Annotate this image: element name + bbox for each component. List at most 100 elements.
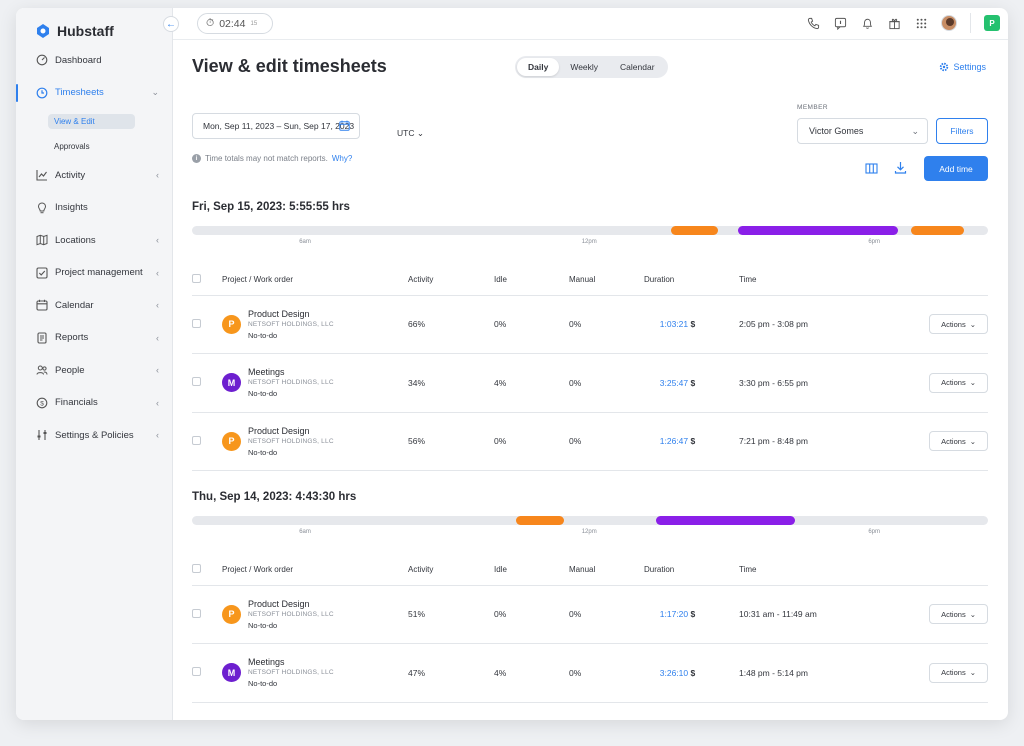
project-name[interactable]: Meetings (248, 657, 285, 668)
column-header-duration[interactable]: Duration (644, 555, 739, 586)
brand-logo[interactable]: Hubstaff (35, 16, 114, 46)
chat-icon[interactable] (833, 16, 847, 30)
actions-label: Actions (941, 436, 966, 446)
dashboard-icon (36, 54, 48, 66)
filters-button[interactable]: Filters (936, 118, 988, 144)
organization-badge[interactable]: P (984, 15, 1000, 31)
column-header-manual[interactable]: Manual (569, 555, 644, 586)
add-time-button[interactable]: Add time (924, 156, 988, 181)
table-row[interactable]: P Product Design NETSOFT HOLDINGS, LLC N… (192, 295, 988, 354)
sidebar-item-project-management[interactable]: Project management ‹ (16, 257, 173, 290)
table-row[interactable]: M Meetings NETSOFT HOLDINGS, LLC No-to-d… (192, 643, 988, 703)
sidebar-item-dashboard[interactable]: Dashboard (16, 44, 173, 77)
table-row[interactable]: P Product Design NETSOFT HOLDINGS, LLC N… (192, 412, 988, 471)
timeline-segment[interactable] (671, 226, 719, 235)
column-header-duration[interactable]: Duration (644, 265, 739, 296)
timer-seconds: 15 (250, 20, 258, 27)
column-header-project[interactable]: Project / Work order (222, 265, 408, 296)
manual-value: 0% (569, 412, 644, 471)
chevron-left-icon: ‹ (156, 397, 159, 408)
idle-value: 0% (494, 585, 569, 644)
timeline-segment[interactable] (738, 226, 899, 235)
column-header-project[interactable]: Project / Work order (222, 555, 408, 586)
manual-value: 0% (569, 643, 644, 703)
chevron-left-icon: ‹ (156, 430, 159, 441)
table-row[interactable]: P Product Design NETSOFT HOLDINGS, LLC N… (192, 585, 988, 644)
column-header-idle[interactable]: Idle (494, 265, 569, 296)
billable-icon: $ (690, 319, 696, 330)
timeline-tick-label: 12pm (581, 529, 597, 535)
apps-grid-icon[interactable] (914, 16, 928, 30)
collapse-sidebar-button[interactable]: ← (163, 16, 179, 32)
day-title: Thu, Sep 14, 2023: 4:43:30 hrs (192, 491, 357, 503)
sidebar-item-people[interactable]: People ‹ (16, 354, 173, 387)
tab-weekly[interactable]: Weekly (570, 62, 599, 72)
sidebar-item-locations[interactable]: Locations ‹ (16, 224, 173, 257)
sidebar-item-insights[interactable]: Insights (16, 192, 173, 225)
column-header-manual[interactable]: Manual (569, 265, 644, 296)
row-checkbox[interactable] (192, 608, 201, 618)
sidebar-item-financials[interactable]: $ Financials ‹ (16, 387, 173, 420)
row-checkbox[interactable] (192, 435, 201, 445)
timeline-segment[interactable] (910, 226, 965, 235)
sidebar-item-activity[interactable]: Activity ‹ (16, 159, 173, 192)
actions-button[interactable]: Actions ⌄ (929, 604, 988, 625)
sidebar-subitem-approvals[interactable]: Approvals (16, 134, 173, 159)
actions-button[interactable]: Actions ⌄ (929, 314, 988, 335)
project-name[interactable]: Meetings (248, 367, 285, 378)
column-header-activity[interactable]: Activity (408, 265, 494, 296)
download-icon[interactable] (894, 161, 907, 174)
column-header-time[interactable]: Time (739, 265, 859, 296)
svg-text:$: $ (40, 400, 44, 407)
duration-link[interactable]: 3:26:10 (659, 667, 689, 678)
actions-button[interactable]: Actions ⌄ (929, 372, 988, 393)
duration-link[interactable]: 1:03:21 (659, 319, 689, 330)
row-checkbox[interactable] (192, 318, 201, 328)
column-header-idle[interactable]: Idle (494, 555, 569, 586)
timer-widget[interactable]: ⏱ 02:44 15 (197, 13, 273, 34)
sidebar-item-settings-policies[interactable]: Settings & Policies ‹ (16, 419, 173, 452)
row-checkbox[interactable] (192, 377, 201, 387)
activity-value: 56% (408, 412, 494, 471)
select-all-checkbox[interactable] (192, 274, 201, 284)
actions-button[interactable]: Actions ⌄ (929, 662, 988, 683)
duration-link[interactable]: 3:25:47 (659, 377, 689, 388)
sidebar-item-timesheets[interactable]: Timesheets ⌄ (16, 77, 173, 110)
actions-button[interactable]: Actions ⌄ (929, 431, 988, 452)
tab-daily[interactable]: Daily (517, 58, 560, 76)
sidebar-subitem-view-edit[interactable]: View & Edit (16, 109, 173, 134)
column-header-activity[interactable]: Activity (408, 555, 494, 586)
table-row[interactable]: M Meetings NETSOFT HOLDINGS, LLC No-to-d… (192, 353, 988, 413)
settings-link[interactable]: Settings (939, 62, 986, 72)
date-range-picker[interactable]: Mon, Sep 11, 2023 – Sun, Sep 17, 2023 (192, 113, 360, 139)
bell-icon[interactable] (860, 16, 874, 30)
duration-link[interactable]: 1:26:47 (659, 436, 689, 447)
sidebar-item-label: Timesheets (55, 87, 104, 99)
chevron-left-icon: ‹ (156, 235, 159, 246)
timezone-select[interactable]: UTC ⌄ (397, 128, 424, 139)
select-all-checkbox[interactable] (192, 564, 201, 574)
row-checkbox[interactable] (192, 667, 201, 677)
sidebar-item-label: Calendar (55, 299, 94, 311)
tab-calendar[interactable]: Calendar (620, 62, 655, 72)
phone-icon[interactable] (806, 16, 820, 30)
columns-icon[interactable] (865, 162, 878, 175)
timeline-tick-label: 6pm (868, 239, 881, 245)
sidebar-item-reports[interactable]: Reports ‹ (16, 322, 173, 355)
billable-icon: $ (690, 667, 696, 678)
column-header-time[interactable]: Time (739, 555, 859, 586)
timeline-segment[interactable] (656, 516, 795, 525)
manual-value: 0% (569, 295, 644, 354)
calendar-icon (339, 120, 350, 131)
why-link[interactable]: Why? (331, 154, 353, 163)
project-name[interactable]: Product Design (248, 425, 310, 436)
sidebar-item-calendar[interactable]: Calendar ‹ (16, 289, 173, 322)
timeline-segment[interactable] (515, 516, 564, 525)
user-avatar[interactable] (941, 15, 957, 31)
gift-icon[interactable] (887, 16, 901, 30)
duration-link[interactable]: 1:17:20 (659, 609, 689, 620)
note-text: Time totals may not match reports. (205, 154, 328, 163)
member-select[interactable]: Victor Gomes ⌄ (797, 118, 928, 144)
project-name[interactable]: Product Design (248, 598, 310, 609)
project-name[interactable]: Product Design (248, 308, 310, 319)
